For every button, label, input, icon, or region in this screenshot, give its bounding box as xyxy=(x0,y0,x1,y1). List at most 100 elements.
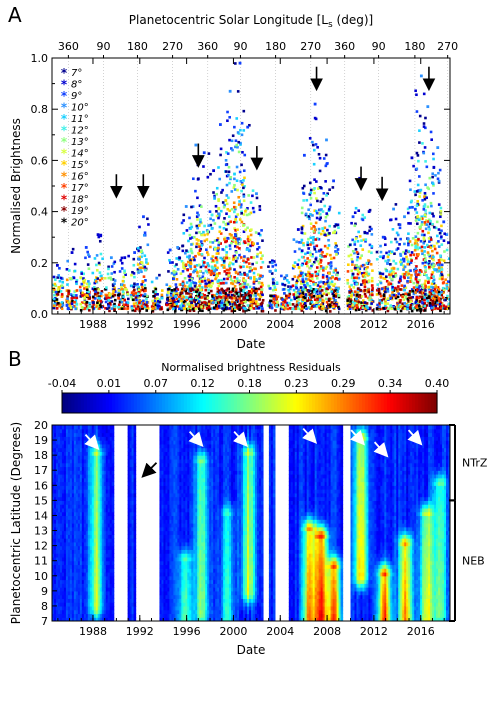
scatter-point xyxy=(75,294,78,297)
scatter-point xyxy=(415,283,419,287)
scatter-point xyxy=(202,151,206,155)
scatter-point xyxy=(130,306,134,310)
top-tick-label: 180 xyxy=(265,40,286,53)
scatter-point xyxy=(387,253,391,256)
scatter-point xyxy=(178,305,182,309)
colorbar-segment xyxy=(337,393,341,413)
scatter-point xyxy=(176,292,179,295)
scatter-point xyxy=(427,187,431,191)
scatter-point xyxy=(204,288,208,292)
scatter-point xyxy=(204,265,208,269)
scatter-point xyxy=(408,206,412,209)
heatmap-cell xyxy=(61,519,65,524)
scatter-point xyxy=(308,272,311,276)
scatter-point xyxy=(85,294,88,297)
scatter-point xyxy=(186,255,189,259)
heatmap-cell xyxy=(55,462,59,468)
scatter-point xyxy=(394,272,397,276)
scatter-point xyxy=(439,236,443,240)
scatter-point xyxy=(228,244,232,247)
scatter-point xyxy=(309,191,313,195)
heatmap-cell xyxy=(79,485,83,490)
heatmap-cell xyxy=(75,598,79,603)
scatter-point xyxy=(296,307,300,310)
scatter-point xyxy=(113,260,117,264)
scatter-point xyxy=(309,236,313,240)
heatmap-cell xyxy=(81,541,85,547)
scatter-point xyxy=(302,199,305,202)
scatter-point xyxy=(306,264,309,268)
scatter-point xyxy=(368,298,371,302)
scatter-point xyxy=(189,289,193,293)
heatmap-cell xyxy=(55,583,59,588)
scatter-point xyxy=(259,285,263,289)
heatmap-cell xyxy=(53,462,57,468)
scatter-point xyxy=(321,303,325,306)
scatter-point xyxy=(120,285,123,289)
scatter-point xyxy=(356,272,360,276)
scatter-point xyxy=(184,289,188,293)
colorbar-segment xyxy=(305,393,310,413)
scatter-point xyxy=(127,254,130,258)
scatter-point xyxy=(408,296,411,300)
scatter-point xyxy=(216,249,220,253)
scatter-point xyxy=(399,277,402,281)
heatmap-cell xyxy=(61,496,65,501)
heatmap-cell xyxy=(61,617,65,621)
heatmap-cell xyxy=(67,541,71,547)
scatter-point xyxy=(424,209,427,212)
scatter-point xyxy=(85,300,89,304)
colorbar-tick-label: 0.12 xyxy=(190,377,215,390)
heatmap-cell xyxy=(81,515,85,520)
scatter-point xyxy=(109,296,113,299)
scatter-point xyxy=(392,306,395,309)
scatter-point xyxy=(144,289,147,292)
scatter-point xyxy=(416,200,420,203)
scatter-point xyxy=(370,284,374,287)
scatter-point xyxy=(363,216,367,219)
scatter-point xyxy=(300,294,303,297)
heatmap-cell xyxy=(73,541,77,547)
scatter-point xyxy=(377,287,381,291)
scatter-point xyxy=(209,172,212,176)
scatter-point xyxy=(284,304,288,307)
scatter-point xyxy=(326,279,330,283)
heatmap-cell xyxy=(52,523,55,528)
scatter-point xyxy=(261,307,264,311)
scatter-point xyxy=(165,301,169,305)
scatter-point xyxy=(213,269,217,272)
legend-marker: * xyxy=(61,112,68,126)
scatter-point xyxy=(176,246,180,249)
heatmap-cell xyxy=(57,583,61,588)
heatmap-cell xyxy=(61,568,65,573)
scatter-point xyxy=(249,307,252,310)
scatter-point xyxy=(247,239,250,243)
scatter-point xyxy=(414,235,418,239)
heatmap-cell xyxy=(69,485,73,490)
heatmap-cell xyxy=(71,579,75,584)
colorbar-segment xyxy=(99,393,104,413)
heatmap-cell xyxy=(79,538,83,543)
heatmap-cell xyxy=(63,455,67,460)
scatter-point xyxy=(70,277,74,281)
colorbar-segment xyxy=(368,393,372,413)
heatmap-cell xyxy=(65,553,69,558)
scatter-point xyxy=(59,302,62,306)
scatter-point xyxy=(224,170,228,173)
scatter-point xyxy=(388,306,392,310)
scatter-point xyxy=(433,288,437,291)
heatmap-cell xyxy=(63,511,67,517)
scatter-point xyxy=(233,301,237,305)
scatter-point xyxy=(193,258,196,262)
scatter-point xyxy=(401,306,404,310)
heatmap-cell xyxy=(75,526,79,532)
scatter-point xyxy=(92,303,95,306)
heatmap-cell xyxy=(73,496,77,501)
scatter-point xyxy=(235,165,239,169)
scatter-point xyxy=(111,292,115,296)
heatmap-cell xyxy=(69,477,73,483)
legend-label: 15° xyxy=(71,160,89,171)
scatter-point xyxy=(440,235,443,238)
heatmap-cell xyxy=(79,492,83,498)
scatter-point xyxy=(230,207,234,211)
